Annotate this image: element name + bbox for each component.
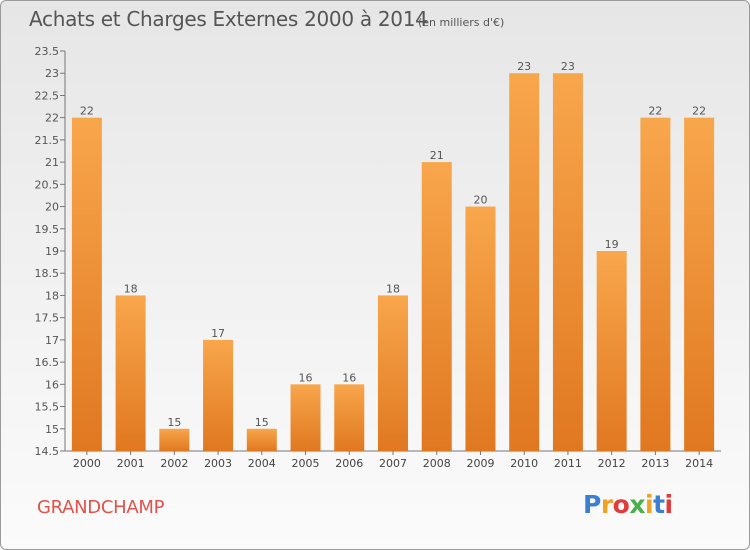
bar-2010 — [509, 73, 540, 451]
data-label: 18 — [386, 282, 400, 295]
y-tick-label: 15 — [45, 423, 59, 436]
x-tick-label: 2013 — [641, 457, 669, 470]
x-tick-label: 2012 — [598, 457, 626, 470]
y-tick-label: 16.5 — [35, 356, 60, 369]
y-tick-label: 17 — [45, 334, 59, 347]
logo-letter: i — [645, 490, 654, 519]
bar-2007 — [378, 295, 408, 451]
x-tick-label: 2004 — [248, 457, 276, 470]
y-tick-label: 23 — [45, 67, 59, 80]
bar-2014 — [684, 117, 715, 452]
bar-2000 — [71, 117, 102, 452]
bar-2004 — [246, 428, 277, 451]
y-tick-label: 18 — [45, 289, 59, 302]
bar-2005 — [290, 384, 321, 451]
x-tick-label: 2009 — [466, 457, 494, 470]
x-tick-label: 2008 — [423, 457, 451, 470]
x-tick-label: 2005 — [292, 457, 320, 470]
commune-name: GRANDCHAMP — [37, 497, 165, 518]
bar-2006 — [334, 384, 365, 451]
data-label: 17 — [211, 327, 225, 340]
y-tick-label: 23.5 — [35, 45, 60, 58]
data-label: 16 — [299, 371, 313, 384]
x-tick-label: 2010 — [510, 457, 538, 470]
data-label: 22 — [692, 105, 706, 118]
y-tick-label: 19 — [45, 245, 59, 258]
data-label: 15 — [167, 416, 181, 429]
logo-letter: t — [653, 490, 665, 519]
chart-title: Achats et Charges Externes 2000 à 2014 — [29, 7, 428, 31]
chart-data-labels: 22 18 15 17 15 16 16 18 21 20 23 23 19 22 22 — [80, 60, 706, 429]
logo-letter: r — [600, 490, 613, 519]
x-tick-label: 2014 — [685, 457, 713, 470]
x-tick-label: 2011 — [554, 457, 582, 470]
y-tick-label: 22 — [45, 112, 59, 125]
y-tick-label: 20 — [45, 201, 59, 214]
data-label: 22 — [80, 105, 94, 118]
data-label: 20 — [473, 194, 487, 207]
data-label: 23 — [561, 60, 575, 73]
y-tick-label: 18.5 — [35, 267, 60, 280]
x-tick-label: 2006 — [335, 457, 363, 470]
bar-2013 — [640, 117, 671, 452]
y-tick-label: 22.5 — [35, 89, 60, 102]
y-tick-label: 19.5 — [35, 223, 60, 236]
logo-letter: x — [629, 490, 645, 519]
x-tick-label: 2003 — [204, 457, 232, 470]
data-label: 15 — [255, 416, 269, 429]
logo-letter: P — [583, 490, 601, 519]
y-tick-label: 17.5 — [35, 312, 60, 325]
x-tick-label: 2001 — [117, 457, 145, 470]
y-tick-label: 16 — [45, 378, 59, 391]
chart-bars — [71, 73, 715, 452]
data-label: 22 — [648, 105, 662, 118]
data-label: 19 — [605, 238, 619, 251]
y-tick-label: 21.5 — [35, 134, 60, 147]
y-tick-label: 21 — [45, 156, 59, 169]
y-tick-label: 14.5 — [35, 445, 60, 458]
proxiti-logo[interactable]: Proxiti — [583, 490, 673, 519]
bar-2011 — [552, 73, 583, 451]
data-label: 21 — [430, 149, 444, 162]
bar-2009 — [465, 206, 496, 451]
bar-2012 — [596, 251, 627, 451]
bar-2001 — [115, 295, 146, 451]
chart-unit-note: (en milliers d'€) — [418, 16, 505, 29]
x-tick-label: 2002 — [160, 457, 188, 470]
logo-letter: i — [664, 490, 674, 519]
data-label: 16 — [342, 371, 356, 384]
chart-axes: 14.5 15 15.5 16 16.5 17 17.5 18 18.5 19 19.5 20 20.5… — [35, 45, 721, 470]
bar-2002 — [159, 428, 190, 451]
x-tick-label: 2000 — [73, 457, 101, 470]
data-label: 23 — [517, 60, 531, 73]
x-tick-label: 2007 — [379, 457, 407, 470]
bar-2008 — [421, 162, 452, 451]
y-tick-label: 20.5 — [35, 178, 60, 191]
y-tick-label: 15.5 — [35, 401, 60, 414]
bar-2003 — [203, 339, 234, 451]
logo-letter: o — [612, 490, 630, 519]
data-label: 18 — [124, 282, 138, 295]
